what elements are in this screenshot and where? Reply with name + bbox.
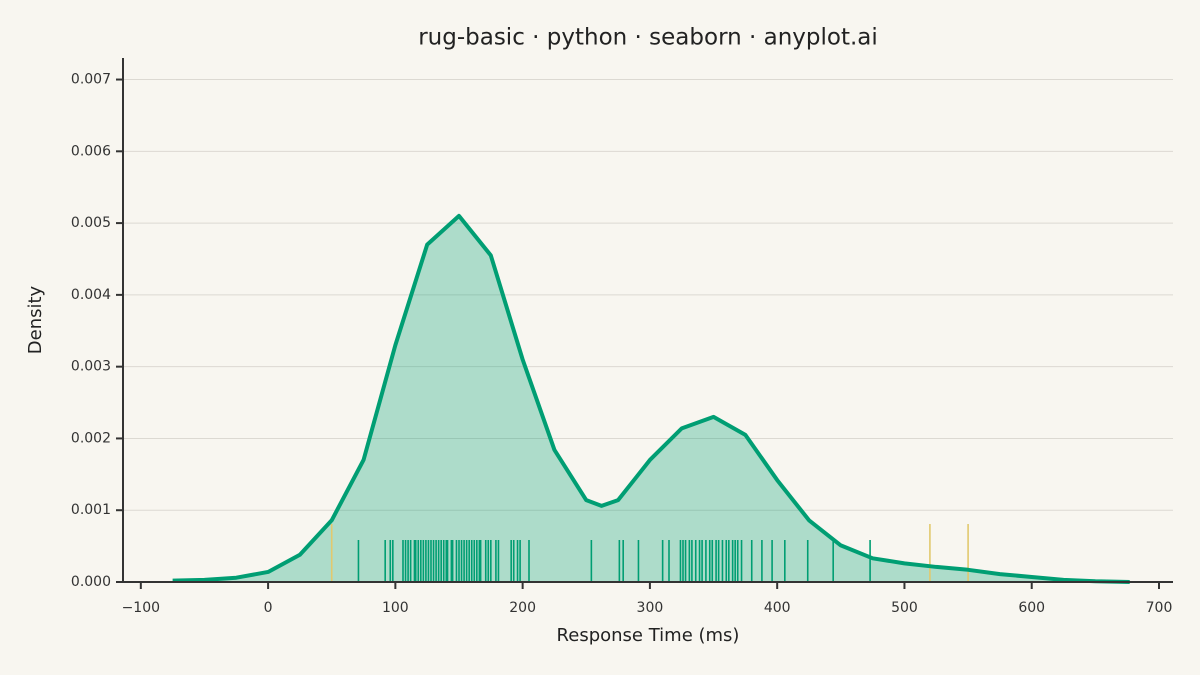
x-tick-label: 500 <box>891 600 918 616</box>
x-tick-label: 700 <box>1146 600 1173 616</box>
x-tick-label: 300 <box>637 600 664 616</box>
y-tick-label: 0.006 <box>71 143 111 159</box>
x-tick-label: 600 <box>1018 600 1045 616</box>
y-tick-label: 0.007 <box>71 72 111 88</box>
density-line <box>172 213 1130 584</box>
x-tick-label: 0 <box>264 600 273 616</box>
density-area <box>172 215 1130 583</box>
y-tick-label: 0.004 <box>71 287 111 303</box>
chart-title: rug-basic · python · seaborn · anyplot.a… <box>418 25 878 51</box>
x-tick-label: 200 <box>509 600 536 616</box>
x-tick-label: −100 <box>122 600 160 616</box>
y-tick-label: 0.002 <box>71 430 111 446</box>
x-tick-label: 100 <box>382 600 409 616</box>
x-axis-label: Response Time (ms) <box>557 625 740 646</box>
y-tick-label: 0.005 <box>71 215 111 231</box>
y-tick-label: 0.000 <box>71 574 111 590</box>
y-tick-label: 0.003 <box>71 359 111 375</box>
y-tick-label: 0.001 <box>71 502 111 518</box>
y-axis-label: Density <box>25 285 46 354</box>
x-tick-label: 400 <box>764 600 791 616</box>
